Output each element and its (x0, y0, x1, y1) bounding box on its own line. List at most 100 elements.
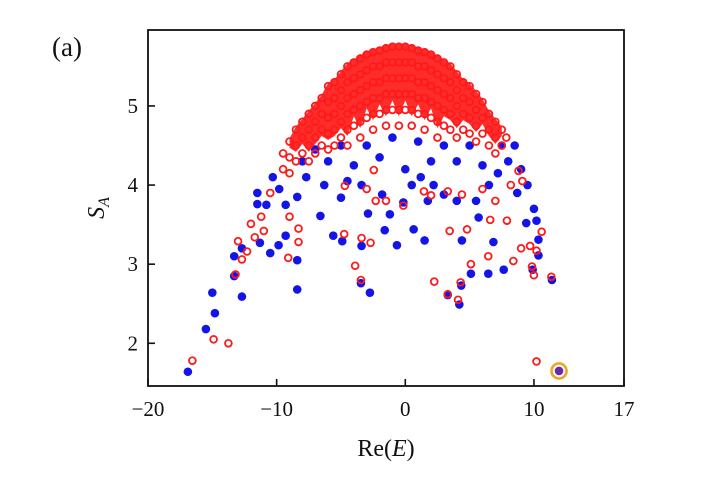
data-point-red (298, 149, 307, 158)
data-point-red (407, 105, 417, 115)
data-point-red (446, 62, 455, 71)
data-point-red (317, 125, 326, 134)
data-point-red (485, 215, 495, 225)
data-point-blue (265, 248, 275, 258)
data-point-blue (292, 192, 302, 202)
data-point-red (456, 278, 465, 287)
data-point-red (465, 129, 474, 138)
data-point-blue (301, 172, 311, 182)
data-point-blue (328, 231, 338, 240)
data-point-blue (323, 157, 333, 166)
data-point-blue (483, 269, 493, 278)
plot-frame (147, 29, 625, 387)
data-point-red (525, 241, 535, 251)
data-point-red (362, 184, 372, 194)
data-point-red (426, 81, 436, 91)
y-axis: 2 3 4 5 (128, 94, 155, 355)
data-point-red (506, 180, 516, 190)
data-point-red (471, 89, 481, 99)
data-point-red (375, 62, 384, 71)
data-point-red (368, 125, 378, 134)
data-point-red (537, 227, 546, 237)
data-point-red (233, 236, 243, 246)
data-point-red (355, 117, 365, 127)
data-point-blue (201, 324, 211, 334)
data-point-red (529, 270, 539, 280)
data-point-red (242, 247, 252, 256)
data-point-red (278, 149, 288, 158)
data-point-blue (512, 188, 522, 198)
data-point-red (310, 101, 320, 111)
data-point-red (453, 295, 463, 305)
data-point-blue (237, 292, 247, 301)
data-point-blue (416, 172, 426, 182)
data-point-red (518, 176, 527, 186)
data-point-red (310, 133, 320, 142)
data-point-red (426, 50, 436, 59)
data-point-red (452, 117, 462, 127)
data-point-red (532, 357, 541, 366)
data-point-red (462, 225, 472, 234)
data-point-red (497, 125, 507, 134)
data-point-red (491, 117, 500, 127)
highlighted-point (550, 362, 568, 380)
data-point-red (310, 117, 320, 127)
data-point-red (399, 201, 408, 210)
data-point-red (452, 133, 462, 142)
data-point-red (439, 89, 449, 99)
data-point-red (458, 125, 468, 134)
data-point-blue (281, 231, 290, 240)
data-point-blue (385, 210, 395, 219)
data-point-blue (466, 269, 476, 278)
data-point-red (452, 70, 462, 79)
data-point-red (445, 226, 454, 236)
data-point-red (446, 125, 455, 134)
data-point-red (457, 190, 467, 199)
data-point-red (420, 125, 429, 134)
data-point-red (491, 149, 500, 158)
data-point-red (458, 93, 468, 103)
y-tick-label: 5 (128, 94, 139, 118)
data-point-red (484, 141, 494, 150)
x-tick-label: 17 (614, 397, 635, 421)
data-point-red (452, 101, 462, 111)
x-tick-label: −10 (260, 397, 293, 421)
data-point-red (381, 196, 391, 206)
data-point-blue (210, 308, 220, 318)
data-point-red (514, 166, 523, 176)
panel-label: (a) (52, 32, 82, 62)
data-point-red (527, 262, 537, 271)
data-point-red (291, 141, 301, 150)
data-point-red (357, 233, 366, 243)
data-point-blue (392, 240, 402, 250)
data-point-red (362, 97, 372, 107)
y-tick-label: 2 (128, 331, 139, 355)
data-point-red (285, 168, 294, 178)
data-point-red (465, 113, 474, 123)
data-point-blue (229, 251, 239, 261)
data-point-blue (413, 137, 423, 146)
data-point-red (336, 133, 346, 142)
data-point-red (294, 237, 303, 247)
data-point-red (471, 137, 481, 146)
data-point-blue (319, 180, 329, 190)
data-point-red (465, 97, 474, 107)
data-point-highlighted (554, 366, 564, 376)
data-point-red (250, 232, 260, 242)
data-point-blue (439, 141, 449, 150)
data-point-red (426, 97, 436, 107)
data-point-blue (298, 157, 307, 166)
data-point-red (355, 54, 365, 63)
data-point-red (323, 113, 333, 123)
data-point-red (433, 133, 442, 142)
data-point-red (323, 129, 333, 138)
x-tick-label: 0 (400, 397, 411, 421)
data-point-blue (439, 190, 449, 199)
data-point-red (349, 58, 359, 67)
data-point-red (323, 81, 333, 91)
data-point-red (433, 85, 442, 95)
data-point-red (532, 246, 541, 256)
data-point-red (419, 187, 429, 196)
data-point-blue (407, 180, 417, 190)
data-point-blue (336, 141, 346, 150)
